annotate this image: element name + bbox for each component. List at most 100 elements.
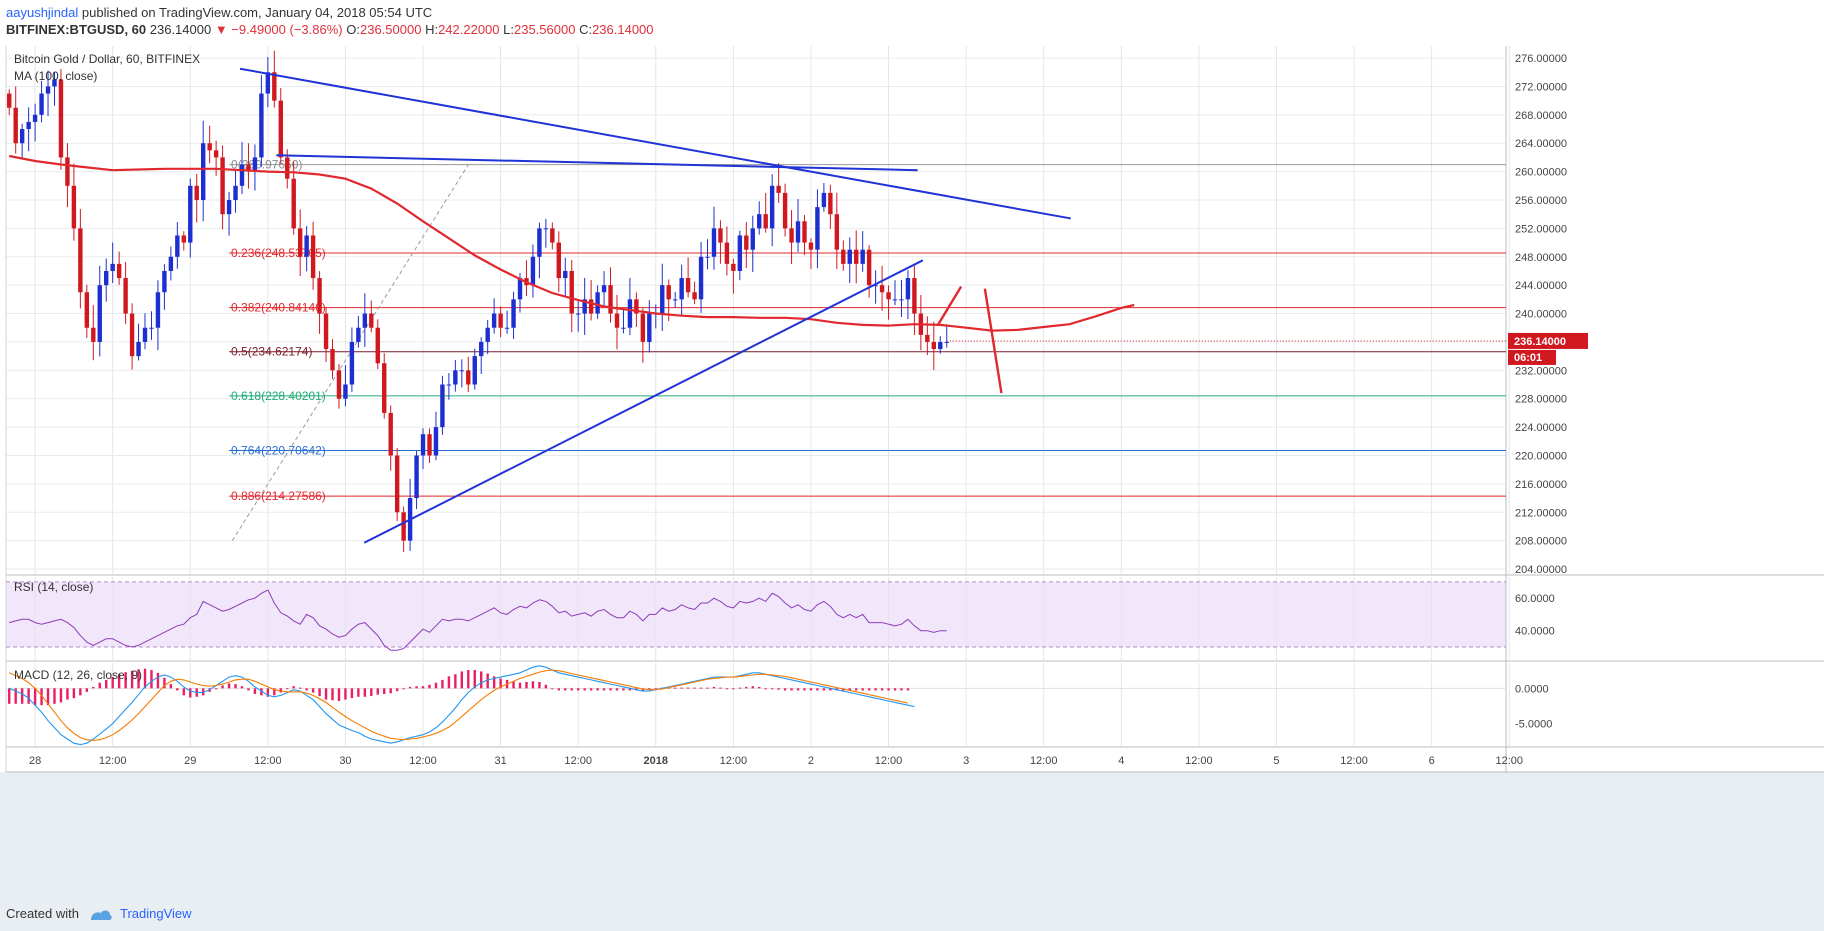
macd-histogram-bar [85, 688, 89, 692]
candle-body [685, 278, 691, 293]
time-tick-label: 12:00 [564, 755, 592, 767]
candle-body [52, 79, 57, 87]
candle-body [750, 228, 755, 250]
candle-body [479, 341, 484, 357]
macd-histogram-bar [383, 688, 386, 694]
trendline [276, 154, 918, 172]
candle-body [782, 192, 788, 229]
candle-body [892, 299, 898, 301]
macd-tick-label: -5.0000 [1515, 718, 1552, 730]
candle-body [420, 434, 426, 456]
countdown-tag [1508, 349, 1556, 365]
price-tick-label: 212.00000 [1515, 507, 1567, 519]
candle-body [854, 249, 859, 264]
low-value: 235.56000 [513, 22, 576, 37]
countdown-tag-label: 06:01 [1514, 352, 1542, 364]
candle-body [621, 327, 626, 329]
candle-body [39, 93, 44, 115]
fib-level-label: 0.618(228.40201) [231, 389, 326, 403]
macd-histogram-bar [790, 688, 793, 691]
last-price-tag-label: 236.14000 [1514, 336, 1566, 348]
candle-body [931, 341, 937, 350]
price-tick-label: 264.00000 [1515, 138, 1567, 150]
candle-body [226, 200, 232, 215]
macd-histogram-bar [570, 688, 573, 691]
macd-histogram-bar [376, 688, 379, 695]
macd-histogram-bar [499, 678, 502, 689]
candle-body [737, 235, 743, 271]
macd-histogram-bar [628, 688, 632, 691]
candle-body [879, 285, 885, 293]
open-value: 236.50000 [359, 22, 422, 37]
candle-body [110, 263, 115, 271]
macd-histogram-bar [848, 688, 851, 691]
ma-100-line [8, 154, 1135, 332]
macd-histogram-bar [156, 672, 160, 689]
macd-histogram-bar [169, 684, 173, 689]
macd-histogram-bar [163, 677, 166, 689]
macd-histogram-bar [150, 670, 153, 689]
candle-body [323, 313, 329, 350]
macd-histogram-bar [783, 688, 787, 691]
candle-body [666, 285, 671, 300]
candle-body [776, 185, 781, 193]
price-tick-label: 208.00000 [1515, 536, 1567, 548]
macd-histogram-bar [615, 688, 619, 691]
candle-body [336, 370, 342, 399]
macd-histogram-bar [447, 676, 451, 689]
candle-body [925, 334, 930, 342]
macd-histogram-bar [492, 676, 496, 689]
time-tick-label: 2018 [644, 755, 668, 767]
macd-histogram-bar [408, 686, 412, 689]
candle-body [718, 228, 723, 243]
candle-body [828, 192, 833, 215]
fib-level-label: 0.764(220.70642) [231, 443, 326, 457]
candle-body [32, 114, 38, 122]
candle-body [414, 455, 419, 499]
macd-histogram-bar [648, 688, 651, 690]
macd-tick-label: 0.0000 [1515, 683, 1549, 695]
author-link[interactable]: aayushjindal [6, 5, 79, 20]
macd-histogram-bar [745, 686, 748, 689]
candle-body [899, 299, 904, 301]
macd-histogram-bar [279, 688, 282, 693]
candle-body [362, 313, 368, 328]
macd-histogram-bar [564, 688, 567, 691]
chart-area[interactable]: 204.00000 208.00000 212.00000 216.00000 220.… [0, 46, 1824, 900]
candle-body [647, 313, 652, 342]
macd-histogram-bar [331, 688, 334, 701]
candle-body [556, 242, 562, 279]
candle-body [317, 278, 322, 314]
tradingview-brand-link[interactable]: TradingView [120, 906, 192, 921]
ohlc-close: C:236.14000 [579, 22, 653, 37]
candle-body [188, 185, 193, 243]
macd-histogram-bar [176, 688, 179, 691]
price-tick-label: 244.00000 [1515, 280, 1567, 292]
macd-histogram-bar [893, 688, 897, 691]
candle-body [129, 313, 135, 357]
macd-histogram-bar [596, 688, 599, 691]
time-tick-label: 12:00 [1340, 755, 1368, 767]
macd-histogram-bar [686, 687, 690, 689]
candle-body [491, 313, 497, 328]
macd-histogram-bar [79, 688, 82, 696]
macd-histogram-bar [803, 688, 806, 691]
macd-histogram-bar [725, 688, 729, 690]
macd-histogram-bar [538, 681, 541, 689]
symbol-name: BITFINEX:BTGUSD, 60 [6, 22, 147, 37]
macd-histogram-bar [72, 688, 76, 699]
time-tick-label: 28 [29, 755, 41, 767]
macd-histogram-bar [822, 688, 826, 691]
macd-histogram-bar [719, 687, 722, 689]
candle-body [692, 292, 697, 300]
macd-histogram-bar [402, 688, 405, 690]
macd-histogram-bar [234, 684, 237, 689]
macd-histogram-bar [260, 688, 263, 696]
candle-body [517, 278, 523, 300]
price-tick-label: 216.00000 [1515, 479, 1567, 491]
macd-histogram-bar [693, 687, 696, 689]
candle-body [537, 228, 542, 257]
ohlc-open: O:236.50000 [346, 22, 421, 37]
candle-body [259, 93, 264, 158]
macd-histogram-bar [124, 672, 127, 689]
